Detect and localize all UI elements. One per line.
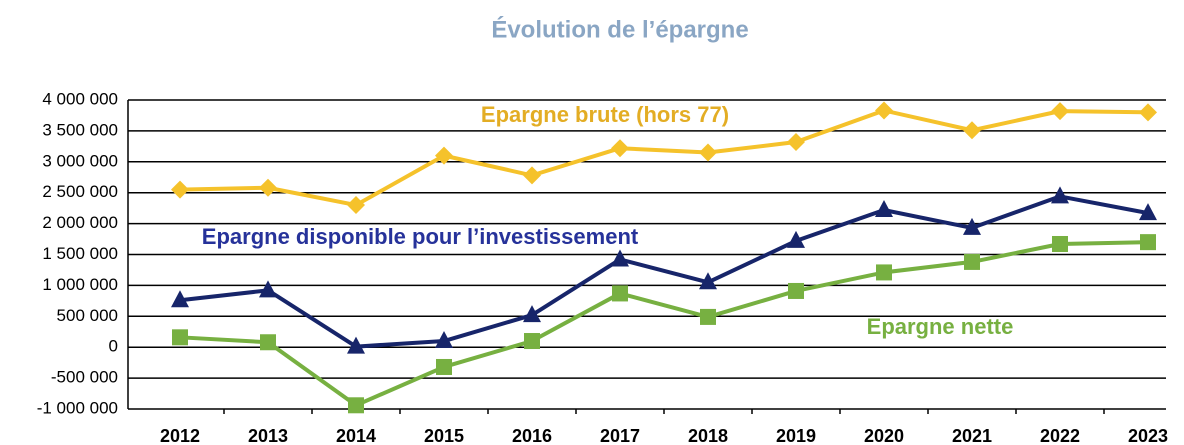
marker <box>435 331 453 349</box>
marker <box>699 143 717 162</box>
x-tick-label: 2013 <box>248 426 288 445</box>
y-tick-label: -500 000 <box>51 368 118 387</box>
marker <box>875 200 893 218</box>
x-tick-label: 2017 <box>600 426 640 445</box>
marker <box>611 249 629 267</box>
marker <box>964 253 980 270</box>
marker <box>171 290 189 308</box>
marker <box>347 336 365 354</box>
series-label: Epargne nette <box>867 314 1014 339</box>
marker <box>172 329 188 346</box>
x-tick-label: 2018 <box>688 426 728 445</box>
chart-title: Évolution de l’épargne <box>491 15 748 43</box>
x-tick-label: 2020 <box>864 426 904 445</box>
marker <box>259 280 277 298</box>
marker <box>963 121 981 140</box>
marker <box>348 397 364 414</box>
series-label: Epargne brute (hors 77) <box>481 102 729 127</box>
marker <box>171 180 189 199</box>
series-line <box>179 240 1149 408</box>
y-tick-label: 2 500 000 <box>42 182 118 201</box>
marker <box>700 308 716 325</box>
y-tick-label: 3 500 000 <box>42 120 118 139</box>
y-tick-label: -1 000 000 <box>37 398 118 417</box>
marker <box>1051 102 1069 121</box>
marker <box>523 166 541 185</box>
marker <box>259 178 277 197</box>
marker <box>963 217 981 235</box>
y-tick-label: 1 000 000 <box>42 275 118 294</box>
marker <box>1139 103 1157 122</box>
y-tick-label: 2 000 000 <box>42 213 118 232</box>
marker <box>523 305 541 323</box>
marker <box>876 264 892 281</box>
marker <box>787 133 805 152</box>
series-line <box>179 108 1149 208</box>
x-tick-label: 2023 <box>1128 426 1168 445</box>
y-tick-label: 4 000 000 <box>42 89 118 108</box>
marker <box>1052 235 1068 252</box>
y-tick-label: 1 500 000 <box>42 244 118 263</box>
x-tick-label: 2015 <box>424 426 464 445</box>
x-tick-label: 2021 <box>952 426 992 445</box>
marker <box>347 196 365 215</box>
marker <box>260 334 276 351</box>
marker <box>787 230 805 248</box>
marker <box>1051 186 1069 204</box>
marker <box>435 146 453 165</box>
marker <box>524 333 540 350</box>
y-tick-label: 3 000 000 <box>42 151 118 170</box>
marker <box>611 139 629 158</box>
marker <box>1139 203 1157 221</box>
x-tick-label: 2012 <box>160 426 200 445</box>
y-tick-label: 500 000 <box>57 306 118 325</box>
x-tick-label: 2014 <box>336 426 376 445</box>
marker <box>875 101 893 120</box>
marker <box>699 272 717 290</box>
x-tick-label: 2022 <box>1040 426 1080 445</box>
x-tick-label: 2019 <box>776 426 816 445</box>
x-tick-label: 2016 <box>512 426 552 445</box>
marker <box>612 285 628 302</box>
marker <box>1140 234 1156 251</box>
marker <box>436 358 452 375</box>
marker <box>788 282 804 299</box>
series-label: Epargne disponible pour l’investissement <box>202 224 639 249</box>
series-line <box>179 194 1149 349</box>
y-tick-label: 0 <box>109 337 118 356</box>
